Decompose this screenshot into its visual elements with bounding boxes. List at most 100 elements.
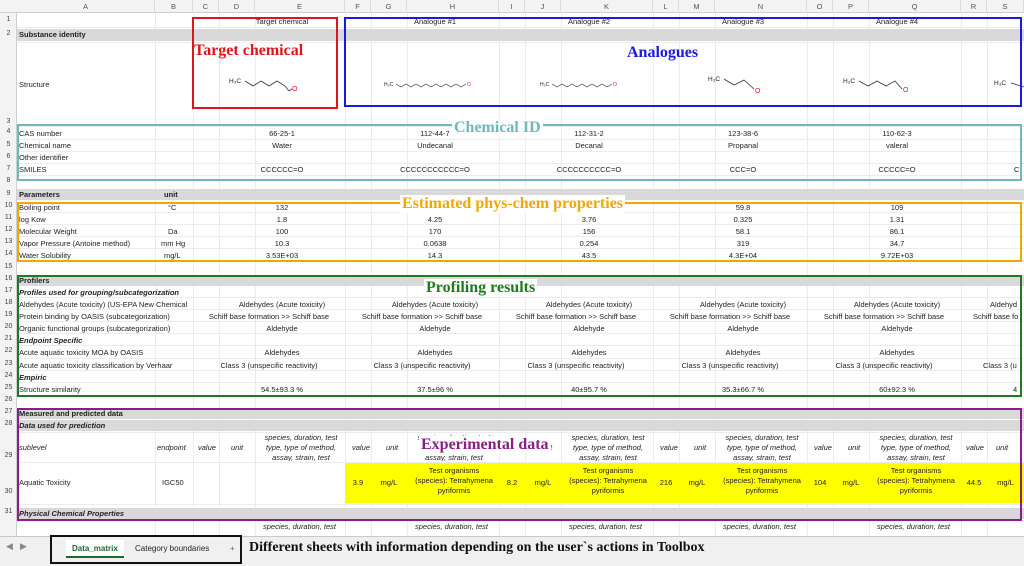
column-header-r[interactable]: R <box>961 0 987 13</box>
gridline <box>679 13 680 536</box>
gridline <box>17 321 1024 322</box>
row-number[interactable]: 17 <box>4 287 13 294</box>
sheets-annotation: Different sheets with information depend… <box>249 540 705 555</box>
column-header-s[interactable]: S <box>987 0 1024 13</box>
row-number[interactable]: 27 <box>4 408 13 415</box>
column-header-p[interactable]: P <box>833 0 869 13</box>
column-header-j[interactable]: J <box>525 0 561 13</box>
row-number[interactable]: 4 <box>6 128 11 135</box>
tab-data-matrix[interactable]: Data_matrix <box>66 540 124 558</box>
organic-value: Aldehyde <box>266 324 298 333</box>
row-number[interactable]: 14 <box>4 250 13 257</box>
smiles-value: CCCCCCCCCC=O <box>556 165 622 174</box>
row-number[interactable]: 16 <box>4 275 13 282</box>
row-number[interactable]: 22 <box>4 347 13 354</box>
column-header-k[interactable]: K <box>561 0 653 13</box>
cas-number-label: CAS number <box>19 129 62 138</box>
column-header-d[interactable]: D <box>219 0 255 13</box>
protein-label: Protein binding by OASIS (subcategorizat… <box>19 312 170 321</box>
column-header-f[interactable]: F <box>345 0 371 13</box>
column-header-o[interactable]: O <box>807 0 833 13</box>
column-header-e[interactable]: E <box>255 0 345 13</box>
row-number[interactable]: 15 <box>4 263 13 270</box>
unit-header: unit <box>386 443 399 452</box>
row-number[interactable]: 7 <box>6 165 11 172</box>
column-header-g[interactable]: G <box>371 0 407 13</box>
row-number[interactable]: 19 <box>4 311 13 318</box>
chemical-name-value: valeral <box>885 141 909 150</box>
structure-analogue-2: H₃C O <box>540 77 640 93</box>
scroll-left-icon[interactable]: ◀ <box>6 541 13 551</box>
column-header-q[interactable]: Q <box>869 0 961 13</box>
row-number[interactable]: 8 <box>6 177 11 184</box>
species-header-bottom: species, duration, test <box>723 522 796 531</box>
aq-value: 216 <box>659 478 673 487</box>
verhaar-value: Class 3 (unspecific reactivity) <box>220 361 318 370</box>
gridline <box>17 382 1024 383</box>
row-number[interactable]: 5 <box>6 141 11 148</box>
aq-value: 44.5 <box>966 478 982 487</box>
smiles-label: SMILES <box>19 165 47 174</box>
protein-value-partial: Schiff base fo <box>973 312 1019 321</box>
row-number[interactable]: 24 <box>4 372 13 379</box>
column-header-h[interactable]: H <box>407 0 499 13</box>
column-header-i[interactable]: I <box>499 0 525 13</box>
chemical-id-annotation: Chemical ID <box>452 119 543 137</box>
grouping-label: Profiles used for grouping/subcategoriza… <box>19 288 180 297</box>
chemical-name-value: Undecanal <box>417 141 453 150</box>
column-header-c[interactable]: C <box>193 0 219 13</box>
ch3-text: H₃C <box>229 78 241 85</box>
gridline <box>17 432 1024 433</box>
header-analogue-3: Analogue #3 <box>721 17 765 26</box>
moa-value: Aldehydes <box>417 348 453 357</box>
similarity-value: 54.5±93.3 % <box>260 385 304 394</box>
column-header-n[interactable]: N <box>715 0 807 13</box>
value-header: value <box>814 443 832 452</box>
row-number[interactable]: 21 <box>4 335 13 342</box>
param-name: Boiling point <box>19 203 60 212</box>
gridline <box>17 151 1024 152</box>
acute-value-partial: Aldehyd <box>990 300 1018 309</box>
gridline <box>219 13 220 536</box>
cas-value: 110-62-3 <box>882 129 912 138</box>
gridline <box>833 13 834 536</box>
ch3-text: H₃C <box>540 82 550 88</box>
add-sheet-button[interactable]: + <box>230 544 235 553</box>
row-number[interactable]: 11 <box>4 214 13 221</box>
column-header-b[interactable]: B <box>155 0 193 13</box>
endpoint-header: endpoint <box>157 443 186 452</box>
row-number[interactable]: 23 <box>4 360 13 367</box>
gridline <box>17 309 1024 310</box>
row-number[interactable]: 1 <box>6 16 11 23</box>
row-number[interactable]: 30 <box>4 488 13 495</box>
column-header-a[interactable]: A <box>17 0 155 13</box>
aq-organism: Test organisms (species): Tetrahymena py… <box>723 466 801 495</box>
gridline <box>17 163 1024 164</box>
row-number[interactable]: 26 <box>4 396 13 403</box>
scroll-right-icon[interactable]: ▶ <box>20 541 27 551</box>
row-number[interactable]: 9 <box>6 190 11 197</box>
similarity-value: 37.5±96 % <box>417 385 453 394</box>
row-number[interactable]: 25 <box>4 384 13 391</box>
row-number[interactable]: 18 <box>4 299 13 306</box>
row-number[interactable]: 20 <box>4 323 13 330</box>
row-number[interactable]: 31 <box>4 508 13 515</box>
gridline <box>17 27 1024 28</box>
row-number[interactable]: 13 <box>4 238 13 245</box>
row-number[interactable]: 12 <box>4 226 13 233</box>
row-number[interactable]: 2 <box>6 30 11 37</box>
row-number[interactable]: 28 <box>4 420 13 427</box>
row-number[interactable]: 29 <box>4 452 13 459</box>
row-number[interactable]: 10 <box>4 202 13 209</box>
experimental-annotation: Experimental data <box>419 436 551 454</box>
row-number[interactable]: 6 <box>6 153 11 160</box>
tab-category-boundaries[interactable]: Category boundaries <box>135 544 210 553</box>
row-number[interactable]: 3 <box>6 118 11 125</box>
column-header-m[interactable]: M <box>679 0 715 13</box>
gridline <box>17 139 1024 140</box>
parameters-label: Parameters <box>19 190 60 199</box>
param-value: 86.1 <box>889 227 905 236</box>
gridline <box>407 13 408 536</box>
column-header-l[interactable]: L <box>653 0 679 13</box>
protein-value: Schiff base formation >> Schiff base <box>823 312 945 321</box>
